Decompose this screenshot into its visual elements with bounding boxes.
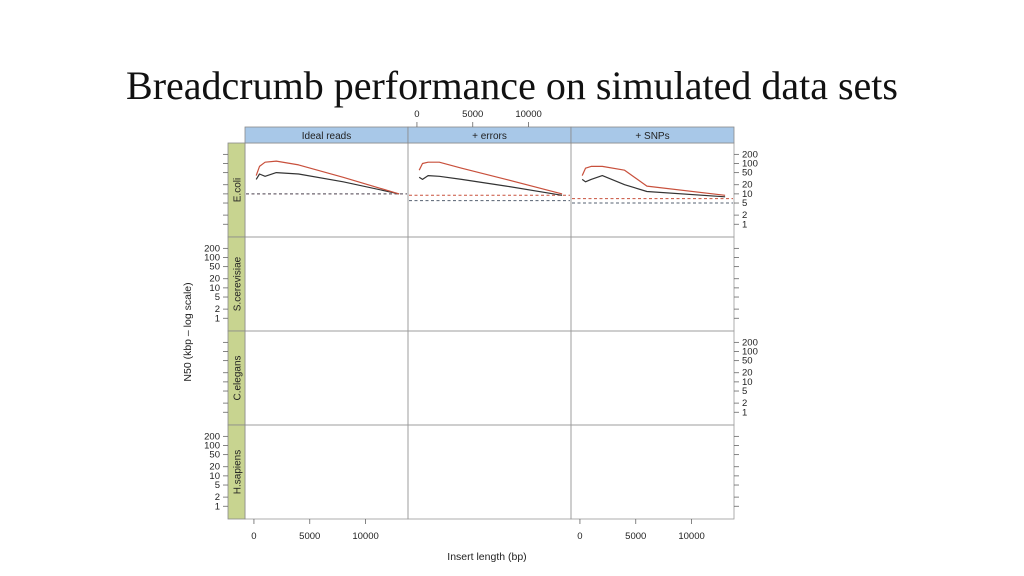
y-tick-label: 50 (209, 450, 220, 461)
grid-layer (244, 142, 735, 520)
y-tick-label: 200 (742, 337, 758, 348)
panel-frame (407, 236, 572, 332)
y-tick-label: 20 (742, 368, 753, 379)
x-axis-label: Insert length (bp) (447, 551, 526, 563)
row-strip-label: S.cerevisiae (233, 256, 244, 311)
y-tick-label: 2 (215, 304, 220, 315)
row-strip (227, 424, 246, 520)
y-tick-label: 100 (204, 252, 220, 263)
y-tick-label: 200 (204, 431, 220, 442)
row-strip-label: E.coli (233, 178, 244, 202)
y-tick-label: 10 (209, 283, 220, 294)
panel-frame (244, 236, 409, 332)
y-tick-label: 2 (215, 492, 220, 503)
x-tick-label: 0 (251, 531, 256, 542)
slide-title: Breadcrumb performance on simulated data… (126, 63, 898, 108)
column-strip-label: + errors (472, 131, 507, 142)
red-series-line (581, 165, 726, 196)
y-tick-label: 50 (742, 168, 753, 179)
y-tick-label: 200 (742, 149, 758, 160)
x-tick-label: 0 (577, 531, 582, 542)
strips-layer: Ideal reads + errors + SNPs E.coli S.cerevis… (227, 126, 735, 520)
y-tick-label: 10 (209, 471, 220, 482)
y-tick-label: 1 (742, 219, 747, 230)
x-tick-label: 5000 (625, 531, 646, 542)
panel-frame (407, 330, 572, 426)
row-strip-label: C.elegans (233, 355, 244, 400)
panel-frame (570, 142, 735, 238)
x-tick-label: 10000 (352, 531, 378, 542)
panel-frame (244, 330, 409, 426)
black-series-line (255, 172, 400, 195)
y-tick-label: 100 (742, 346, 758, 357)
y-tick-label: 1 (215, 313, 220, 324)
panel-frame (244, 424, 409, 520)
y-tick-label: 10 (742, 377, 753, 388)
x-tick-label: 10000 (515, 109, 541, 120)
black-series-line (581, 175, 726, 198)
x-tick-label: 10000 (678, 531, 704, 542)
y-tick-label: 20 (209, 462, 220, 473)
panel-frame (570, 424, 735, 520)
row-strip-label: H.sapiens (233, 450, 244, 494)
y-tick-label: 20 (742, 180, 753, 191)
x-tick-label: 5000 (299, 531, 320, 542)
column-strip-label: Ideal reads (302, 131, 351, 142)
y-tick-label: 200 (204, 243, 220, 254)
y-tick-label: 10 (742, 189, 753, 200)
series-layer (246, 160, 733, 204)
column-strip (570, 126, 735, 144)
y-tick-label: 5 (215, 480, 220, 491)
y-tick-label: 1 (215, 501, 220, 512)
y-tick-label: 20 (209, 274, 220, 285)
y-tick-label: 100 (742, 158, 758, 169)
panel-frame (570, 330, 735, 426)
red-series-line (418, 161, 563, 195)
y-tick-label: 50 (742, 356, 753, 367)
x-tick-label: 5000 (462, 109, 483, 120)
y-tick-label: 1 (742, 407, 747, 418)
y-axis-label: N50 (kbp – log scale) (182, 282, 194, 381)
panel-frame (407, 424, 572, 520)
y-tick-label: 5 (215, 292, 220, 303)
red-series-line (255, 160, 400, 195)
y-tick-label: 5 (742, 198, 747, 209)
y-tick-label: 2 (742, 398, 747, 409)
x-tick-label: 0 (414, 109, 419, 120)
y-tick-label: 100 (204, 440, 220, 451)
column-strip-label: + SNPs (635, 131, 669, 142)
y-tick-label: 50 (209, 262, 220, 273)
panel-frame (570, 236, 735, 332)
y-tick-label: 2 (742, 210, 747, 221)
y-tick-label: 5 (742, 386, 747, 397)
black-series-line (418, 175, 563, 196)
